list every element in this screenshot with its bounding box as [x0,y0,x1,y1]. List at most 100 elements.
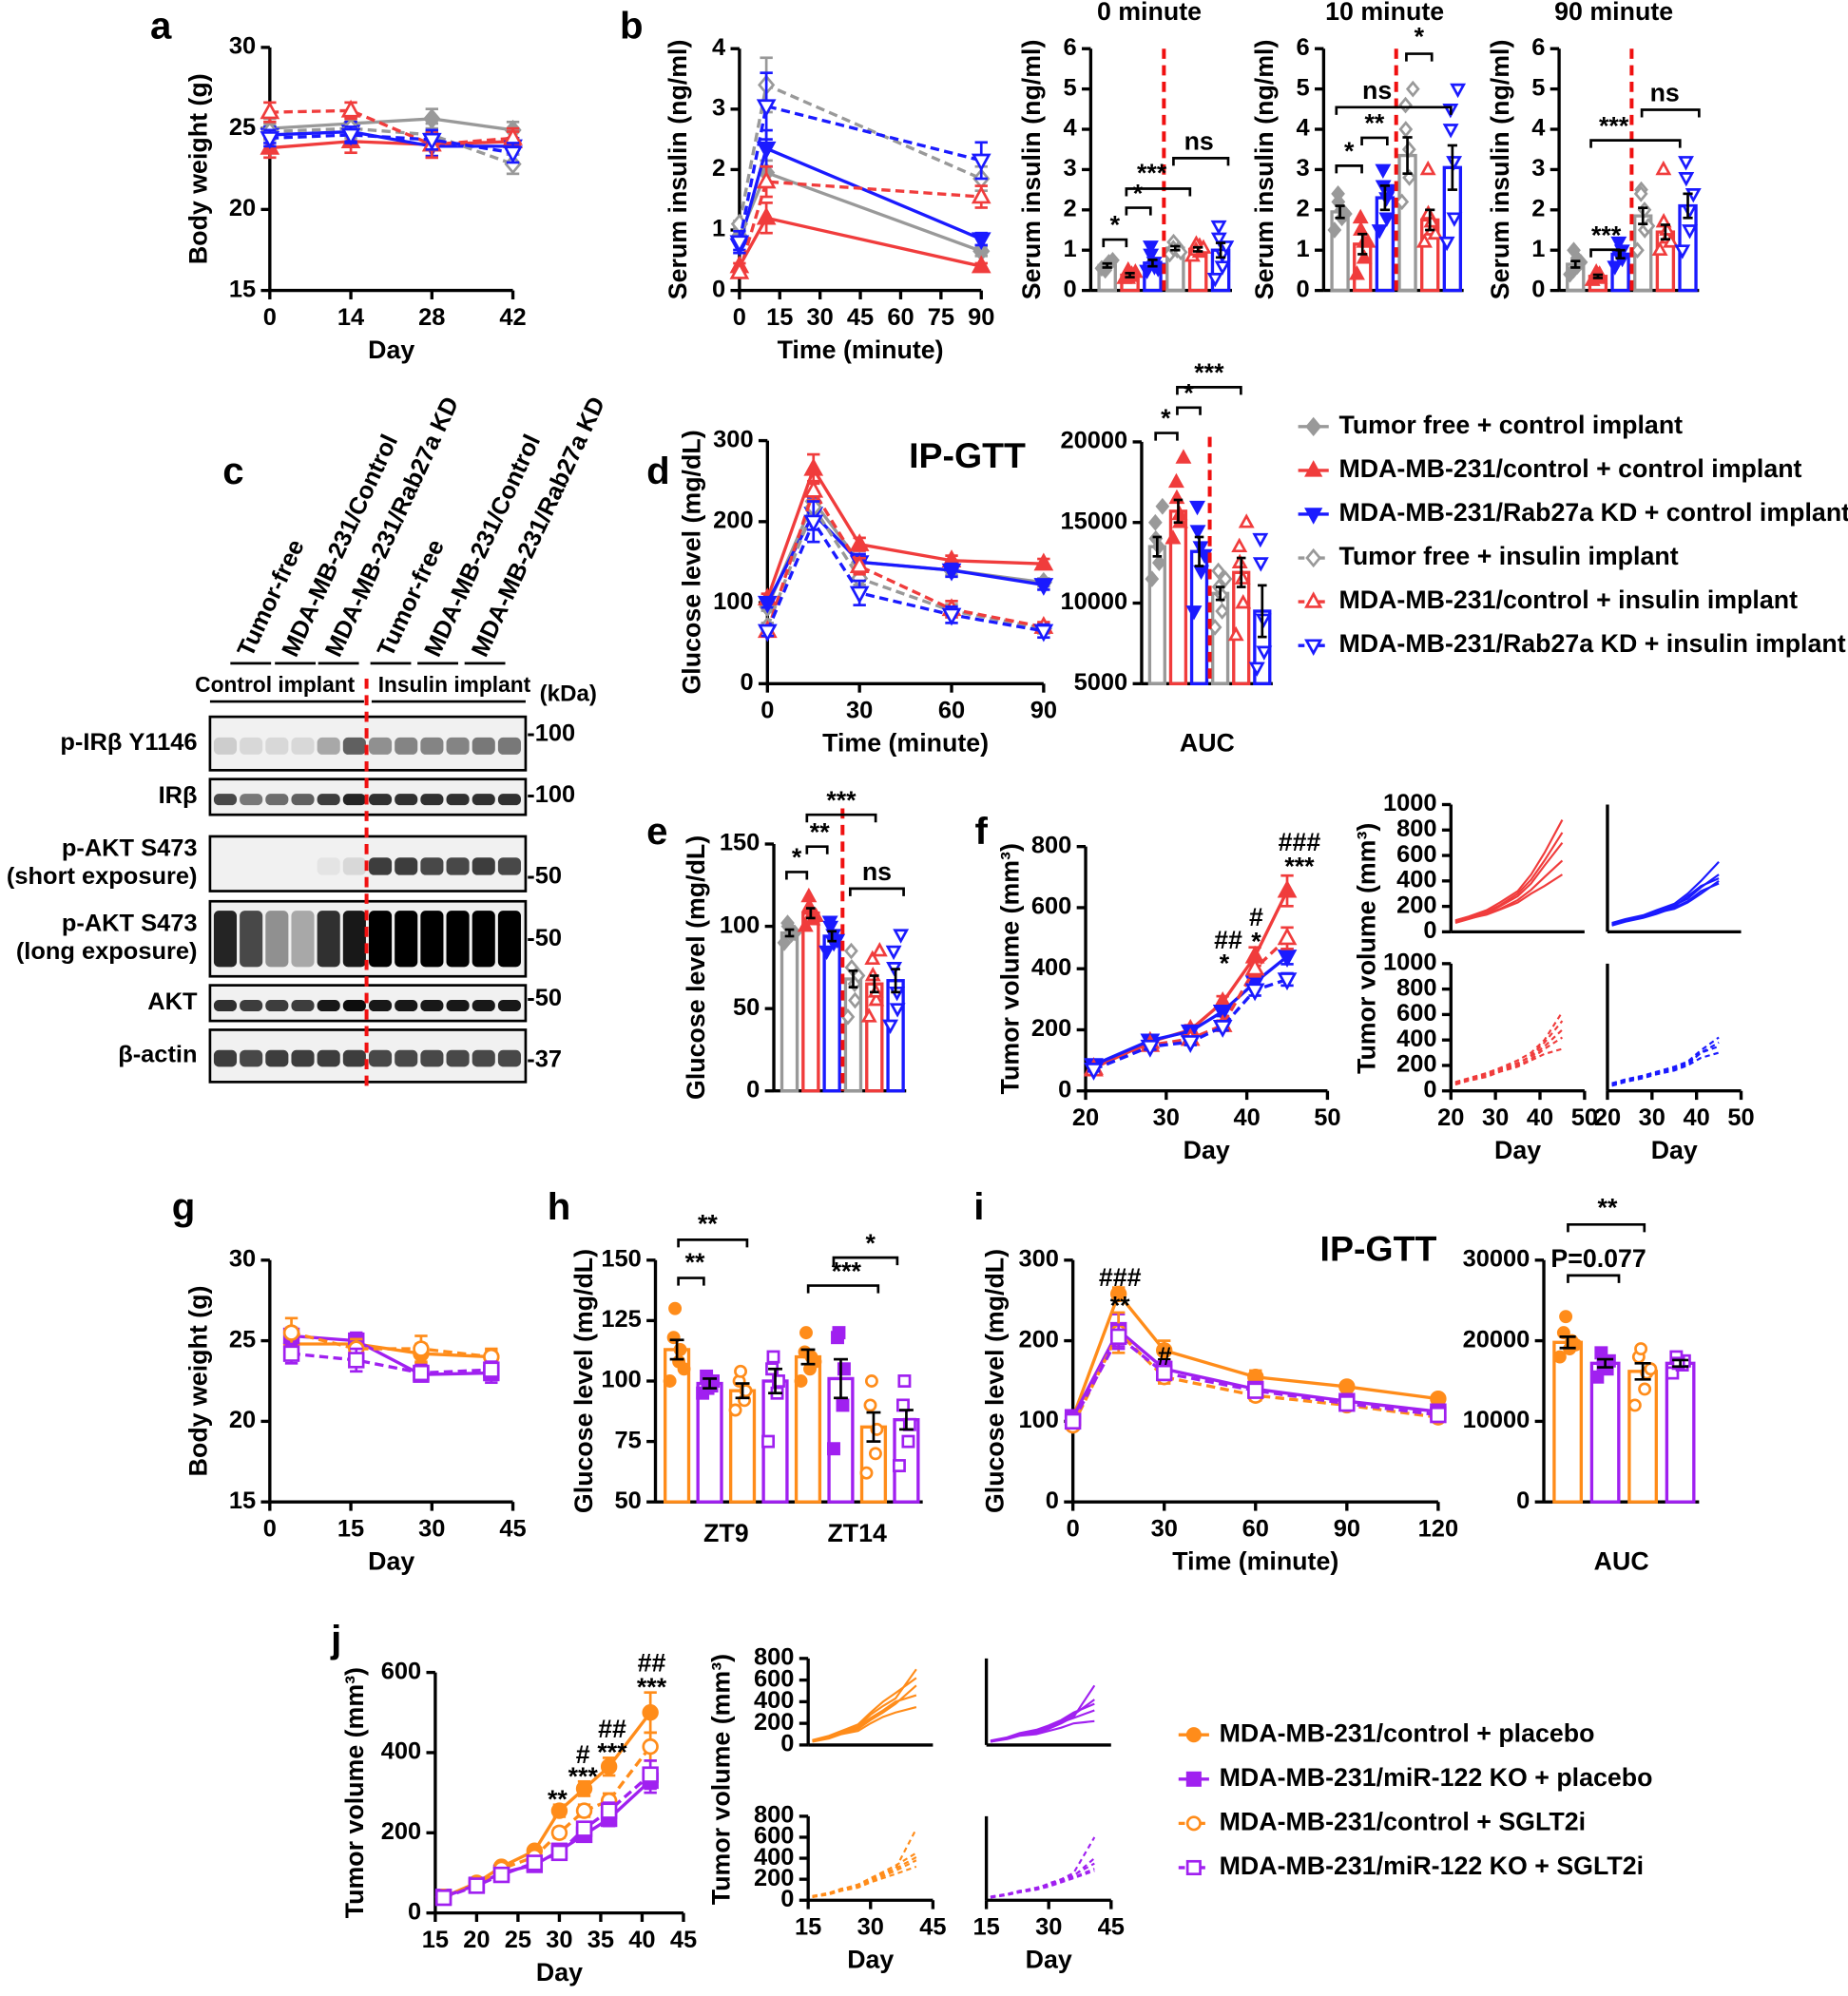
series-line [812,1694,917,1742]
blot-band [240,737,263,755]
annotation: P=0.077 [1550,1244,1646,1273]
series-line [1611,879,1720,927]
x-tick-label: 30 [1482,1104,1509,1131]
significance-bracket [805,813,877,823]
marker [1327,221,1342,239]
annotation: ** [1598,1193,1618,1221]
marker [642,1704,659,1721]
y-tick-label: 800 [1031,832,1071,858]
y-tick-label: 600 [1396,841,1436,868]
y-tick-label: 800 [1396,816,1436,842]
size-marker: -50 [527,863,562,890]
marker [836,1398,850,1412]
y-tick-label: 2 [1297,196,1310,222]
chart-title: 10 minute [1325,0,1444,26]
y-tick-label: 10000 [1061,588,1128,615]
x-tick-label: 0 [760,697,774,723]
marker [1142,240,1159,256]
marker [1655,160,1672,176]
series-line [1071,1291,1439,1418]
marker [1192,541,1209,556]
marker [1185,605,1203,621]
series-line [1454,1036,1564,1085]
series-line [812,1706,917,1743]
x-tick-label: 15 [422,1927,449,1953]
x-tick-label: 15 [795,1913,821,1940]
marker [1446,156,1463,171]
y-tick-label: 3 [712,95,725,122]
y-tick-label: 75 [614,1427,641,1453]
panel-label: i [973,1185,984,1228]
marker [1405,80,1420,98]
y-tick-label: 6 [1297,34,1310,61]
marker [575,1780,593,1797]
y-tick-label: 0 [1516,1487,1530,1514]
annotation: # [1249,903,1263,931]
marker [821,915,838,931]
marker [1215,603,1229,620]
y-tick-label: 200 [713,508,753,534]
x-tick-label: 30 [1153,1104,1180,1131]
x-tick-label: 20 [463,1927,490,1953]
marker [1450,83,1467,99]
marker [1607,260,1624,276]
marker [864,950,881,966]
marker [1419,160,1436,176]
significance-bracket [677,1238,749,1248]
significance-bracket [1172,157,1230,166]
row-label: p-AKT S473 [62,835,198,862]
marker [668,1301,683,1315]
marker [1185,1771,1202,1787]
y-tick-label: 5000 [1074,669,1128,696]
series-line [812,1677,917,1741]
x-tick-label: 40 [1684,1104,1710,1131]
marker [503,145,523,164]
blot-band [420,737,444,755]
marker [1277,950,1298,968]
marker [757,624,778,643]
marker [1304,591,1323,608]
marker [849,585,870,605]
marker [871,942,888,957]
x-axis-title: AUC [1180,729,1235,758]
marker [1395,193,1410,211]
y-tick-label: 1000 [1383,790,1437,816]
marker [756,141,777,160]
annotation: ** [685,1248,705,1276]
y-tick-label: 0 [1046,1487,1059,1514]
blot-band [213,737,238,755]
series-line [738,180,982,274]
x-tick-label: 60 [938,697,965,723]
significance-bracket [1102,238,1128,248]
marker [260,101,280,120]
y-tick-label: 0 [1297,276,1310,302]
blot-band [342,737,366,755]
marker [1033,552,1054,571]
marker [882,1019,899,1034]
y-tick-label: 30 [229,1246,256,1273]
marker [1594,1346,1608,1360]
blot-band [446,911,470,968]
y-tick-label: 50 [733,994,760,1021]
marker [1064,1412,1082,1430]
size-marker: -50 [527,985,562,1011]
marker [526,1854,544,1871]
y-tick-label: 0 [740,669,753,696]
marker [1231,553,1248,568]
marker [799,1326,813,1340]
series-line [990,1709,1095,1742]
annotation: * [866,1229,876,1257]
marker [971,232,991,251]
annotation: ** [548,1785,568,1814]
marker [757,595,778,614]
blot-band [472,857,495,875]
x-axis-title: Day [1651,1136,1698,1164]
blot-band [420,794,444,806]
marker [260,131,280,149]
x-tick-label: 120 [1418,1515,1458,1542]
x-tick-label: 50 [1571,1104,1598,1131]
y-tick-label: 1 [1297,236,1310,262]
annotation: *** [637,1673,667,1701]
marker [1420,204,1436,220]
